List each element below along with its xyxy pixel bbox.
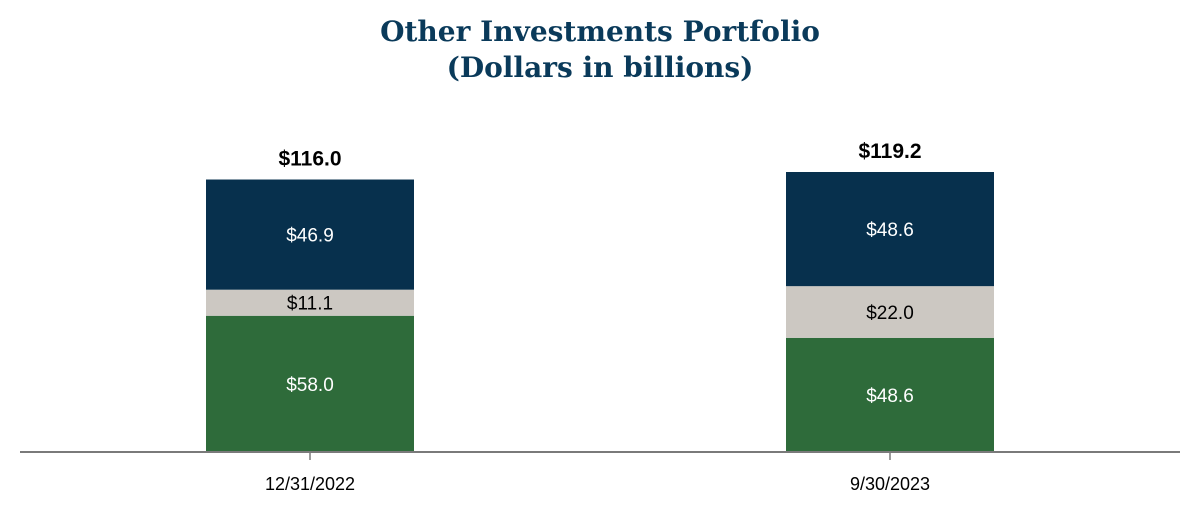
x-tick-label: 9/30/2023 bbox=[850, 474, 930, 494]
chart-subtitle: (Dollars in billions) bbox=[446, 51, 754, 84]
total-label: $119.2 bbox=[858, 140, 921, 163]
data-label: $48.6 bbox=[866, 386, 914, 407]
data-label: $22.0 bbox=[866, 303, 914, 324]
bar-segment bbox=[786, 172, 994, 287]
bar-segment bbox=[206, 179, 414, 290]
bar-segment bbox=[786, 286, 994, 338]
chart-title: Other Investments Portfolio bbox=[380, 15, 820, 48]
bar-segment bbox=[206, 289, 414, 316]
bar-segment bbox=[786, 337, 994, 452]
data-label: $46.9 bbox=[286, 226, 334, 247]
chart-title-block: Other Investments Portfolio (Dollars in … bbox=[0, 14, 1200, 86]
total-label: $116.0 bbox=[278, 148, 341, 171]
data-label: $11.1 bbox=[287, 294, 333, 315]
data-label: $58.0 bbox=[286, 375, 334, 396]
x-tick-label: 12/31/2022 bbox=[265, 474, 355, 494]
bar-segment bbox=[206, 315, 414, 452]
data-label: $48.6 bbox=[866, 220, 914, 241]
